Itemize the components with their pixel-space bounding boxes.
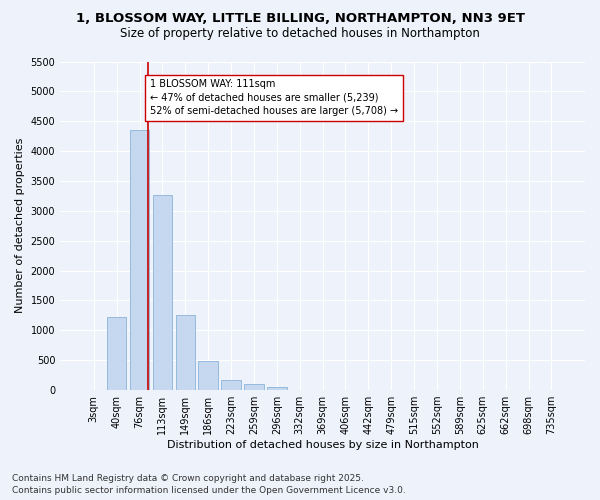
- Bar: [176, 316, 195, 390]
- Bar: [244, 384, 263, 390]
- Bar: [267, 387, 287, 390]
- Text: Contains HM Land Registry data © Crown copyright and database right 2025.
Contai: Contains HM Land Registry data © Crown c…: [12, 474, 406, 495]
- Text: 1, BLOSSOM WAY, LITTLE BILLING, NORTHAMPTON, NN3 9ET: 1, BLOSSOM WAY, LITTLE BILLING, NORTHAMP…: [76, 12, 524, 26]
- Bar: [130, 130, 149, 390]
- Bar: [199, 361, 218, 390]
- X-axis label: Distribution of detached houses by size in Northampton: Distribution of detached houses by size …: [167, 440, 479, 450]
- Bar: [107, 316, 127, 390]
- Text: Size of property relative to detached houses in Northampton: Size of property relative to detached ho…: [120, 28, 480, 40]
- Text: 1 BLOSSOM WAY: 111sqm
← 47% of detached houses are smaller (5,239)
52% of semi-d: 1 BLOSSOM WAY: 111sqm ← 47% of detached …: [150, 80, 398, 116]
- Bar: [221, 380, 241, 390]
- Bar: [152, 194, 172, 390]
- Y-axis label: Number of detached properties: Number of detached properties: [15, 138, 25, 314]
